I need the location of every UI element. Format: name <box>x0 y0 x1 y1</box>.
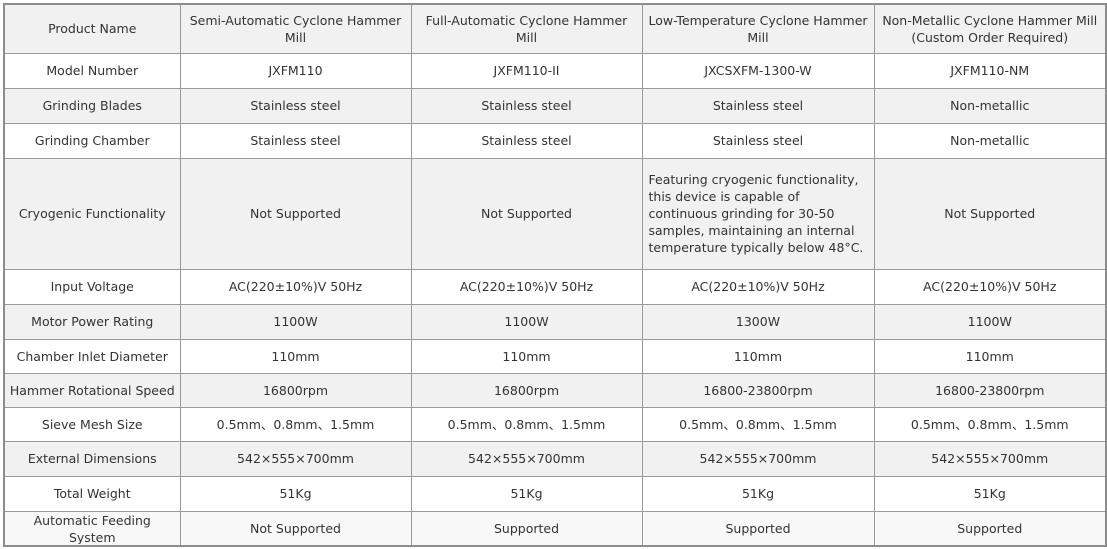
table-row: Grinding Chamber Stainless steel Stainless… <box>3 122 1107 159</box>
row-label: Input Voltage <box>3 268 181 305</box>
row-label-text: Model Number <box>46 63 139 78</box>
table-cell: 0.5mm、0.8mm、1.5mm <box>873 406 1107 442</box>
row-label: Motor Power Rating <box>3 303 181 340</box>
table-cell: 0.5mm、0.8mm、1.5mm <box>641 406 875 442</box>
table-cell: Non-metallic <box>873 87 1107 124</box>
table-cell: Not Supported <box>873 157 1107 270</box>
table-row: Total Weight 51Kg 51Kg 51Kg 51Kg <box>3 475 1107 512</box>
row-label-text: Automatic Feeding System <box>33 513 151 545</box>
table-cell: Supported <box>641 510 875 547</box>
table-cell: 0.5mm、0.8mm、1.5mm <box>410 406 643 442</box>
row-label-text: External Dimensions <box>27 451 157 466</box>
table-cell: JXFM110-II <box>410 52 643 89</box>
table-cell: AC(220±10%)V 50Hz <box>641 268 875 305</box>
table-cell: Stainless steel <box>179 122 412 159</box>
table-cell: 16800rpm <box>410 372 643 408</box>
table-cell: Stainless steel <box>641 122 875 159</box>
table-cell: 1300W <box>641 303 875 340</box>
table-row: Hammer Rotational Speed 16800rpm 16800rpm 1… <box>3 372 1107 408</box>
row-label: Model Number <box>3 52 181 89</box>
row-label-text: Chamber Inlet Diameter <box>16 348 168 364</box>
row-label-text: Grinding Chamber <box>34 133 150 148</box>
table-cell: 110mm <box>873 338 1107 374</box>
table-cell: AC(220±10%)V 50Hz <box>410 268 643 305</box>
table-cell: JXFM110-NM <box>873 52 1107 89</box>
table-cell: 16800-23800rpm <box>873 372 1107 408</box>
table-cell: 16800rpm <box>179 372 412 408</box>
table-cell: Supported <box>410 510 643 547</box>
table-cell: 110mm <box>179 338 412 374</box>
row-label: Grinding Blades <box>3 87 181 124</box>
table-cell: 0.5mm、0.8mm、1.5mm <box>179 406 412 442</box>
table-cell: JXCSXFM-1300-W <box>641 52 875 89</box>
column-header: Full-Automatic Cyclone Hammer Mill <box>410 3 643 54</box>
table-cell: Not Supported <box>410 157 643 270</box>
table-cell: 51Kg <box>641 475 875 512</box>
table-cell: AC(220±10%)V 50Hz <box>873 268 1107 305</box>
column-header: Semi-Automatic Cyclone Hammer Mill <box>179 3 412 54</box>
row-label-text: Total Weight <box>53 486 131 501</box>
table-cell: JXFM110 <box>179 52 412 89</box>
table-cell: 542×555×700mm <box>641 440 875 477</box>
product-comparison-table: Product Name Semi-Automatic Cyclone Hamme… <box>3 3 1107 547</box>
table-cell: 51Kg <box>179 475 412 512</box>
table-row: Cryogenic Functionality Not Supported Not … <box>3 157 1107 270</box>
table-cell: 110mm <box>641 338 875 374</box>
table-cell: 16800-23800rpm <box>641 372 875 408</box>
table-cell: 1100W <box>179 303 412 340</box>
row-label: Total Weight <box>3 475 181 512</box>
row-label: Hammer Rotational Speed <box>3 372 181 408</box>
table-row: Sieve Mesh Size 0.5mm、0.8mm、1.5mm 0.5mm、0.… <box>3 406 1107 442</box>
table-row: Automatic Feeding System Not Supported Sup… <box>3 510 1107 547</box>
row-label: External Dimensions <box>3 440 181 477</box>
header-row: Product Name Semi-Automatic Cyclone Hamme… <box>3 3 1107 54</box>
table-row: External Dimensions 542×555×700mm 542×555×… <box>3 440 1107 477</box>
table-cell: Not Supported <box>179 157 412 270</box>
column-header: Non-Metallic Cyclone Hammer Mill (Custom… <box>873 3 1107 54</box>
row-label-text: Input Voltage <box>50 279 134 294</box>
row-label-text: Cryogenic Functionality <box>18 206 166 221</box>
table-row: Grinding Blades Stainless steel Stainless … <box>3 87 1107 124</box>
table-cell: 51Kg <box>410 475 643 512</box>
table-row: Input Voltage AC(220±10%)V 50Hz AC(220±10%… <box>3 268 1107 305</box>
table-cell: Featuring cryogenic functionality, this … <box>641 157 875 270</box>
table-row: Motor Power Rating 1100W 1100W 1300W 1100W <box>3 303 1107 340</box>
table-row: Model Number JXFM110 JXFM110-II JXCSXFM-130… <box>3 52 1107 89</box>
table-cell: 1100W <box>410 303 643 340</box>
table-cell: Stainless steel <box>410 87 643 124</box>
header-label: Product Name <box>3 3 181 54</box>
row-label: Grinding Chamber <box>3 122 181 159</box>
table-cell: 542×555×700mm <box>179 440 412 477</box>
table-row: Chamber Inlet Diameter 110mm 110mm 110mm 110… <box>3 338 1107 374</box>
table-cell: Stainless steel <box>641 87 875 124</box>
table-cell: 110mm <box>410 338 643 374</box>
row-label: Automatic Feeding System <box>3 510 181 547</box>
row-label: Chamber Inlet Diameter <box>3 338 181 374</box>
row-label-text: Motor Power Rating <box>31 314 154 329</box>
table-cell: Non-metallic <box>873 122 1107 159</box>
table-cell: Not Supported <box>179 510 412 547</box>
table-cell: Stainless steel <box>179 87 412 124</box>
column-header: Low-Temperature Cyclone Hammer Mill <box>641 3 875 54</box>
table-cell: 51Kg <box>873 475 1107 512</box>
row-label: Sieve Mesh Size <box>3 406 181 442</box>
row-label: Cryogenic Functionality <box>3 157 181 270</box>
table-cell: Supported <box>873 510 1107 547</box>
row-label-text: Hammer Rotational Speed <box>9 382 175 398</box>
table-cell: 1100W <box>873 303 1107 340</box>
table-cell: 542×555×700mm <box>873 440 1107 477</box>
table-cell: AC(220±10%)V 50Hz <box>179 268 412 305</box>
table-cell: 542×555×700mm <box>410 440 643 477</box>
table-cell: Stainless steel <box>410 122 643 159</box>
row-label-text: Grinding Blades <box>42 98 142 113</box>
row-label-text: Sieve Mesh Size <box>41 416 143 432</box>
